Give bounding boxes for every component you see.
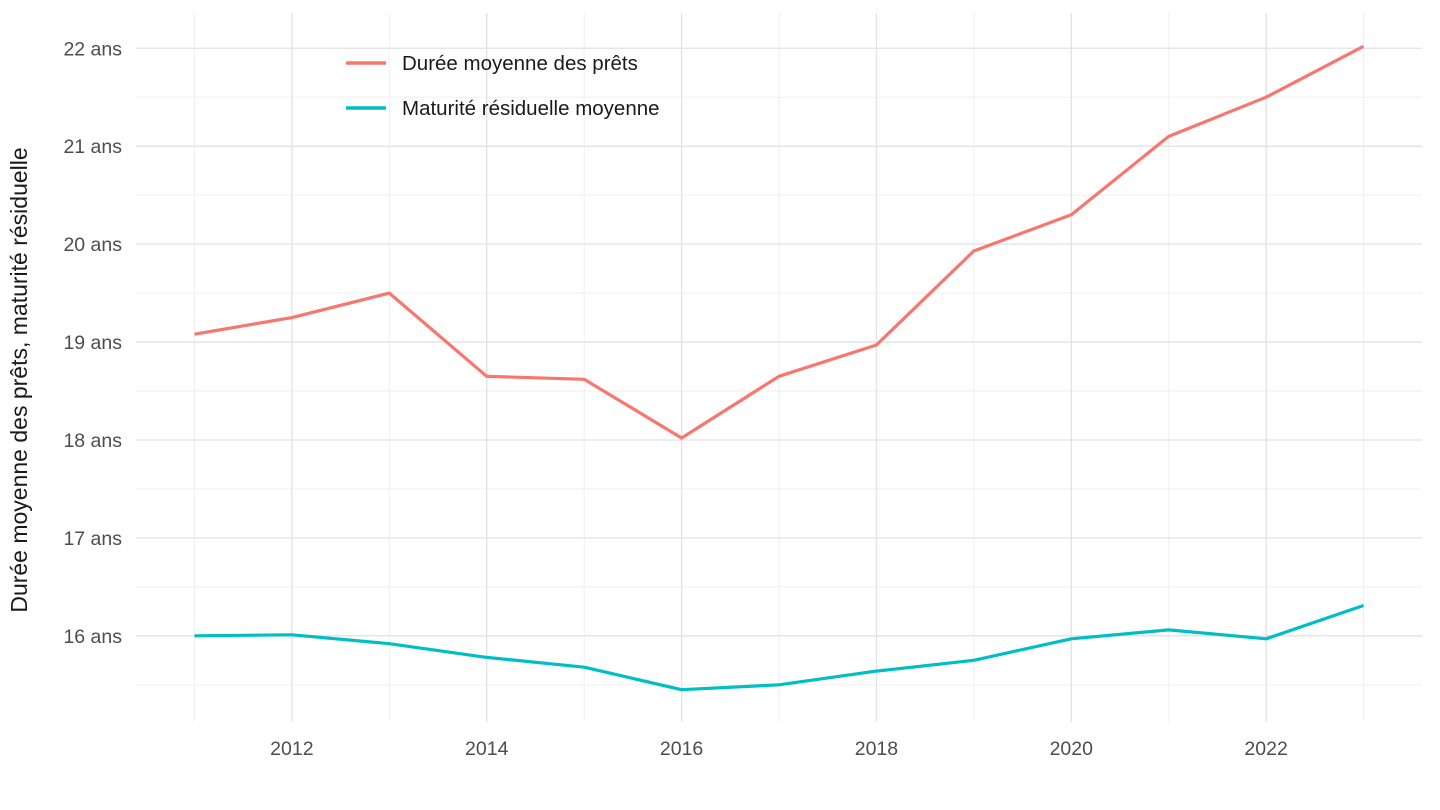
x-tick-label: 2020 <box>1050 738 1094 760</box>
x-axis-tick-labels: 2012 2014 2016 2018 2020 2022 <box>270 738 1288 760</box>
gridlines-minor <box>136 13 1422 722</box>
y-tick-label: 20 ans <box>63 234 122 256</box>
y-tick-label: 21 ans <box>63 136 122 158</box>
series-line <box>194 44 1365 440</box>
legend-item-label: Maturité résiduelle moyenne <box>402 97 660 120</box>
y-tick-label: 18 ans <box>63 430 122 452</box>
y-axis-tick-labels: 16 ans 17 ans 18 ans 19 ans 20 ans 21 ans 22 a… <box>63 38 122 648</box>
legend-item: Durée moyenne des prêts <box>346 52 638 75</box>
x-tick-label: 2016 <box>660 738 703 760</box>
y-axis-title: Durée moyenne des prêts, maturité résidu… <box>6 147 32 612</box>
legend: Durée moyenne des prêts Maturité résiduel… <box>346 52 660 120</box>
legend-item: Maturité résiduelle moyenne <box>346 97 660 120</box>
x-tick-label: 2022 <box>1244 738 1287 760</box>
y-tick-label: 22 ans <box>63 38 122 60</box>
series-lines <box>194 44 1365 692</box>
gridlines-major <box>136 13 1422 722</box>
series-line <box>194 603 1365 692</box>
x-tick-label: 2012 <box>270 738 313 760</box>
x-tick-label: 2018 <box>855 738 898 760</box>
y-tick-label: 17 ans <box>63 528 122 550</box>
y-tick-label: 16 ans <box>63 626 122 648</box>
x-tick-label: 2014 <box>465 738 509 760</box>
y-tick-label: 19 ans <box>63 332 122 354</box>
legend-item-label: Durée moyenne des prêts <box>402 52 638 75</box>
